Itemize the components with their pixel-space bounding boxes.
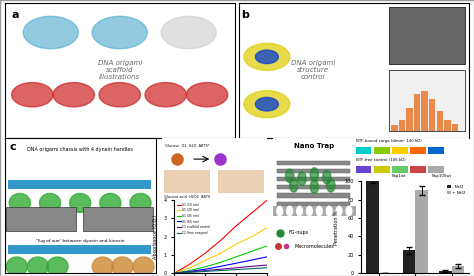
Bar <box>406 108 413 131</box>
Circle shape <box>161 16 216 49</box>
Circle shape <box>112 257 133 276</box>
Circle shape <box>99 83 140 107</box>
Bar <box>8 245 151 254</box>
Bar <box>437 111 443 131</box>
Circle shape <box>92 257 113 276</box>
Text: a: a <box>12 9 19 20</box>
Circle shape <box>47 257 68 276</box>
Circle shape <box>27 257 48 276</box>
Bar <box>391 126 398 131</box>
Circle shape <box>244 43 290 70</box>
Circle shape <box>39 193 61 213</box>
Text: DNA origami
structure
control: DNA origami structure control <box>291 60 335 80</box>
Text: DNA origami chassis with 4 dynein handles: DNA origami chassis with 4 dynein handle… <box>27 147 133 152</box>
Circle shape <box>244 91 290 118</box>
Circle shape <box>130 193 151 213</box>
Circle shape <box>255 97 278 111</box>
Bar <box>8 180 151 189</box>
Circle shape <box>53 83 94 107</box>
Circle shape <box>12 83 53 107</box>
Text: e: e <box>275 142 283 152</box>
Circle shape <box>145 83 186 107</box>
Bar <box>421 91 428 131</box>
Text: d: d <box>162 142 170 152</box>
Text: b: b <box>242 9 249 20</box>
Circle shape <box>186 83 228 107</box>
Text: c: c <box>9 142 16 152</box>
Circle shape <box>92 16 147 49</box>
Bar <box>83 207 153 231</box>
Circle shape <box>6 257 27 276</box>
Text: 'Tug of war' between dynein and kinesin: 'Tug of war' between dynein and kinesin <box>36 239 124 243</box>
Bar <box>6 207 76 231</box>
Bar <box>452 124 458 131</box>
Text: DNA origami
scaffold
illustrations: DNA origami scaffold illustrations <box>98 60 142 80</box>
Bar <box>399 120 405 131</box>
Bar <box>389 70 465 131</box>
Circle shape <box>100 193 121 213</box>
Bar <box>389 7 465 63</box>
Bar <box>414 94 420 131</box>
Circle shape <box>70 193 91 213</box>
Bar <box>444 120 451 131</box>
Circle shape <box>9 193 30 213</box>
Bar <box>429 99 436 131</box>
Circle shape <box>23 16 78 49</box>
Circle shape <box>255 50 278 63</box>
Circle shape <box>133 257 154 276</box>
